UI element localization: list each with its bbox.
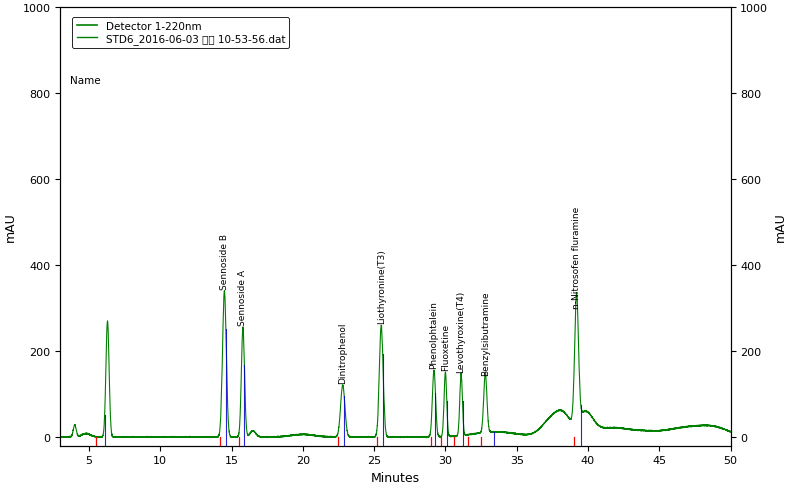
- Text: Levothyroxine(T4): Levothyroxine(T4): [456, 291, 466, 373]
- Y-axis label: mAU: mAU: [4, 212, 17, 242]
- Legend: Detector 1-220nm, STD6_2016-06-03 오전 10-53-56.dat: Detector 1-220nm, STD6_2016-06-03 오전 10-…: [72, 18, 290, 49]
- Text: Name: Name: [70, 76, 101, 86]
- Y-axis label: mAU: mAU: [774, 212, 787, 242]
- Text: Liothyronine(T3): Liothyronine(T3): [377, 249, 386, 324]
- Text: Fluoxetine: Fluoxetine: [441, 324, 450, 370]
- Text: Dinitrophenol: Dinitrophenol: [339, 322, 347, 384]
- Text: Sennoside B: Sennoside B: [220, 233, 229, 289]
- Text: Phenolphtalein: Phenolphtalein: [430, 301, 438, 368]
- Text: n-Nitrosofen fluramine: n-Nitrosofen fluramine: [572, 206, 581, 308]
- Text: Sennoside A: Sennoside A: [238, 270, 248, 325]
- X-axis label: Minutes: Minutes: [371, 471, 420, 484]
- Text: Benzylsibutramine: Benzylsibutramine: [481, 291, 490, 376]
